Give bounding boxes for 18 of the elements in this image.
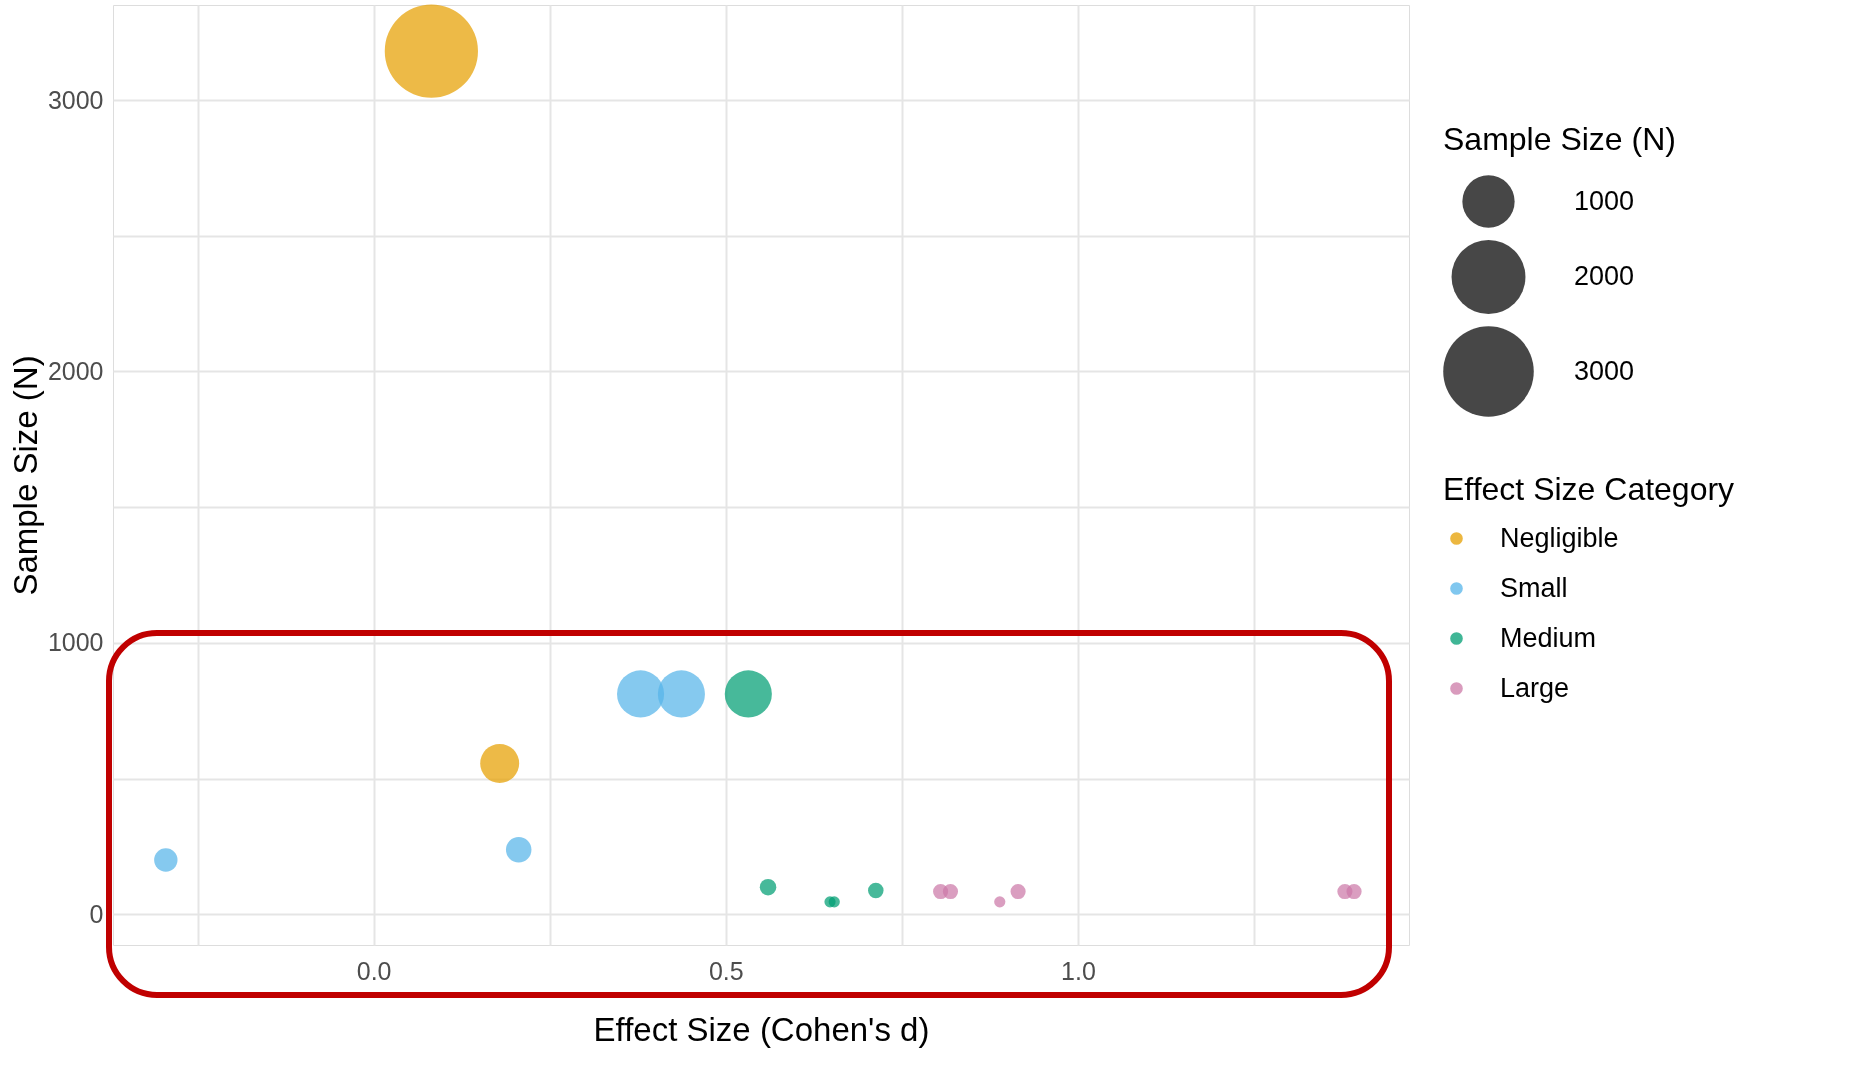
- x-tick-label: 1.0: [1061, 956, 1096, 985]
- x-axis-title: Effect Size (Cohen's d): [593, 1010, 930, 1048]
- y-axis-title: Sample Size (N): [6, 355, 44, 596]
- y-tick-label: 0: [89, 899, 104, 928]
- x-tick-label: 0.0: [356, 956, 392, 985]
- y-tick-label: 3000: [47, 85, 104, 114]
- text: Effect Size Category: [1443, 471, 1735, 507]
- legend-label: Negligible: [1500, 522, 1619, 553]
- legend-label: 3000: [1574, 355, 1635, 386]
- legend-label: 1000: [1574, 185, 1635, 216]
- legend-label: Medium: [1500, 622, 1597, 653]
- legend-label: Large: [1500, 672, 1570, 703]
- text: Sample Size (N): [1443, 121, 1676, 157]
- legend-label: Small: [1500, 572, 1568, 603]
- legend-label: 2000: [1574, 261, 1635, 291]
- y-tick-label: 2000: [47, 356, 104, 385]
- x-tick-label: 0.5: [708, 956, 744, 985]
- y-tick-label: 1000: [47, 628, 104, 657]
